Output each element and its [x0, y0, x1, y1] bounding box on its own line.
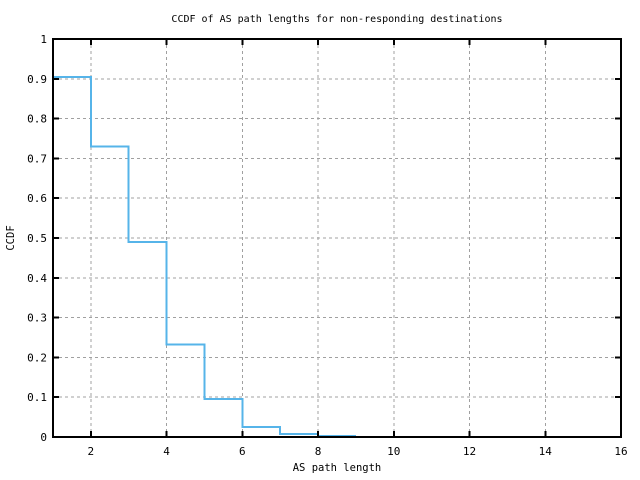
x-tick-label-6: 6: [239, 445, 246, 458]
x-tick-label-4: 4: [163, 445, 170, 458]
x-tick-label-16: 16: [614, 445, 627, 458]
x-axis-label: AS path length: [293, 462, 382, 474]
axes-group: [52, 38, 622, 438]
y-tick-label-0.1: 0.1: [27, 391, 47, 404]
tick-label-group: 2 4 6 8 10 12 14 16 0 0.1 0.2 0.3 0.4 0.5 0.6 0.7 0.8 0.9…: [27, 33, 628, 458]
x-tick-label-14: 14: [539, 445, 553, 458]
y-axis-label: CCDF: [5, 225, 17, 250]
y-tick-label-0.5: 0.5: [27, 232, 47, 245]
x-tick-label-2: 2: [88, 445, 95, 458]
x-tick-label-8: 8: [315, 445, 322, 458]
y-tick-label-0.2: 0.2: [27, 351, 47, 364]
y-tick-label-0.7: 0.7: [27, 152, 47, 165]
y-tick-label-0.4: 0.4: [27, 272, 47, 285]
series-group: [53, 75, 356, 438]
ccdf-step-curve: [53, 75, 356, 438]
y-tick-label-0.8: 0.8: [27, 113, 47, 126]
chart-title: CCDF of AS path lengths for non-respondi…: [171, 14, 502, 25]
grid-lines: [53, 39, 621, 437]
y-tick-label-0: 0: [40, 431, 47, 444]
y-tick-label-0.3: 0.3: [27, 312, 47, 325]
y-tick-label-0.9: 0.9: [27, 73, 47, 86]
x-tick-label-10: 10: [387, 445, 400, 458]
y-tick-label-0.6: 0.6: [27, 192, 47, 205]
y-tick-label-1: 1: [40, 33, 47, 46]
x-tick-label-12: 12: [463, 445, 476, 458]
